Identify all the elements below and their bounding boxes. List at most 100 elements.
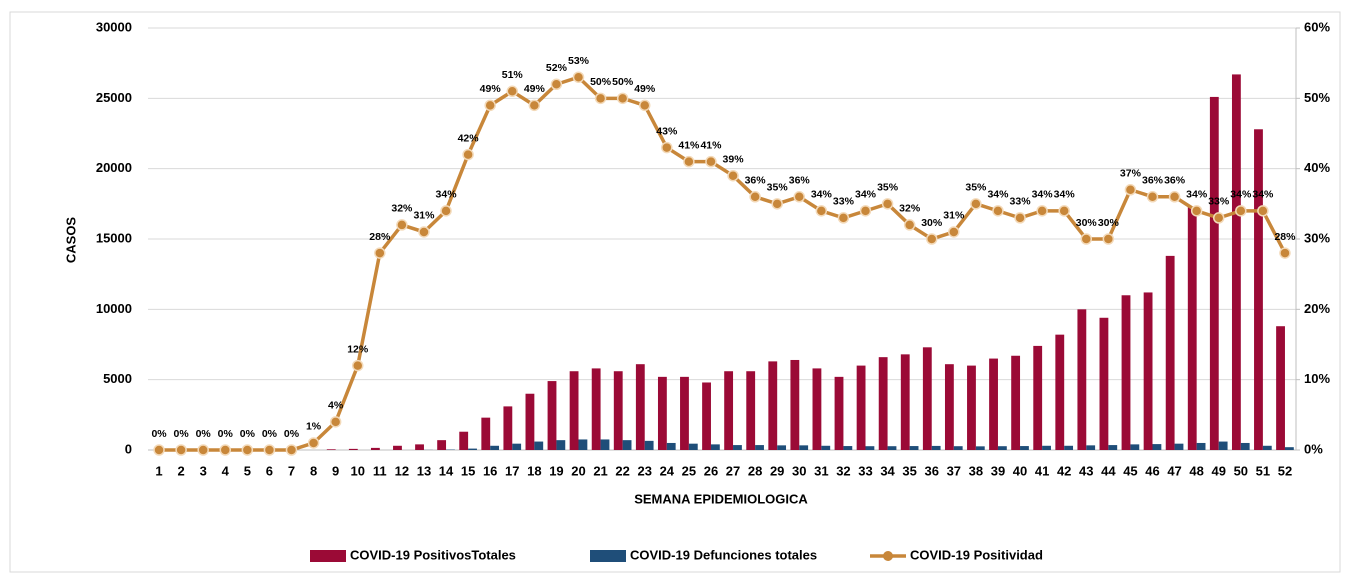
data-label: 41% — [700, 139, 722, 151]
x-tick-label: 22 — [615, 463, 629, 478]
marker — [1124, 184, 1137, 196]
bar — [547, 381, 557, 450]
x-tick-label: 37 — [947, 463, 961, 478]
bar — [1276, 326, 1285, 450]
data-label: 34% — [1032, 189, 1054, 201]
x-tick-label: 23 — [637, 463, 651, 478]
bar — [777, 445, 787, 450]
data-label: 35% — [877, 182, 899, 194]
bar — [613, 371, 623, 450]
bar — [989, 358, 998, 450]
bar — [1196, 442, 1206, 450]
x-tick-label: 16 — [483, 463, 497, 478]
x-tick-label: 28 — [748, 463, 762, 478]
bar — [1143, 292, 1153, 450]
data-label: 1% — [306, 421, 322, 433]
y2-tick-label: 40% — [1304, 160, 1330, 175]
bar — [1174, 443, 1184, 450]
x-tick-label: 43 — [1079, 463, 1093, 478]
y-tick-label: 10000 — [96, 301, 132, 316]
marker — [1279, 247, 1291, 259]
marker — [528, 99, 541, 112]
data-label: 36% — [1164, 175, 1186, 187]
data-label: 0% — [284, 428, 300, 440]
bar — [556, 440, 566, 450]
marker — [837, 212, 850, 224]
bar — [799, 445, 809, 450]
bar — [600, 439, 610, 450]
marker — [374, 247, 386, 259]
marker — [903, 219, 916, 231]
marker — [881, 198, 894, 210]
x-tick-label: 12 — [395, 463, 409, 478]
x-tick-label: 24 — [660, 463, 675, 478]
marker — [1257, 205, 1269, 217]
bar — [578, 439, 588, 450]
data-label: 34% — [436, 189, 458, 201]
bar — [326, 449, 336, 450]
data-label: 33% — [833, 196, 855, 208]
x-tick-label: 48 — [1189, 463, 1203, 478]
marker — [992, 205, 1004, 217]
data-label: 30% — [1076, 217, 1098, 229]
x-tick-label: 38 — [969, 463, 983, 478]
x-tick-label: 25 — [682, 463, 696, 478]
bar — [657, 376, 667, 450]
data-label: 28% — [369, 231, 391, 243]
x-tick-label: 10 — [350, 463, 364, 478]
bar — [1218, 441, 1228, 450]
x-tick-label: 13 — [417, 463, 431, 478]
data-label: 0% — [218, 428, 234, 440]
data-label: 34% — [811, 189, 833, 201]
x-tick-label: 27 — [726, 463, 740, 478]
data-label: 36% — [789, 175, 811, 187]
y2-tick-label: 30% — [1304, 230, 1330, 245]
marker — [948, 226, 960, 238]
bar — [534, 441, 544, 450]
bar — [1240, 442, 1250, 450]
data-label: 36% — [745, 175, 767, 187]
bar — [459, 431, 469, 450]
y2-tick-label: 50% — [1304, 90, 1330, 105]
legend-swatch — [883, 551, 893, 561]
bar — [370, 447, 380, 450]
marker — [616, 92, 629, 105]
y-tick-label: 5000 — [103, 371, 132, 386]
bar — [437, 440, 447, 450]
x-tick-label: 11 — [373, 463, 387, 478]
marker — [638, 99, 651, 112]
x-tick-label: 17 — [505, 463, 519, 478]
bar — [878, 357, 888, 450]
marker — [329, 416, 342, 428]
x-tick-label: 35 — [902, 463, 916, 478]
bar — [953, 446, 963, 450]
y2-tick-label: 0% — [1304, 441, 1323, 456]
marker — [418, 226, 430, 238]
bar — [1152, 444, 1162, 450]
bar — [843, 446, 853, 450]
bar — [591, 368, 601, 450]
x-tick-label: 40 — [1013, 463, 1027, 478]
data-label: 39% — [723, 153, 745, 165]
bar — [1020, 446, 1029, 450]
x-tick-label: 36 — [924, 463, 938, 478]
legend-swatch — [310, 550, 346, 562]
bar — [1033, 345, 1043, 450]
x-tick-label: 32 — [836, 463, 850, 478]
data-label: 53% — [568, 55, 590, 67]
y2-tick-label: 20% — [1304, 301, 1330, 316]
bar — [622, 440, 632, 450]
bar — [702, 382, 711, 450]
bar — [644, 440, 654, 450]
data-label: 33% — [1208, 196, 1230, 208]
x-tick-label: 45 — [1123, 463, 1137, 478]
bar — [909, 446, 919, 450]
y2-tick-label: 10% — [1304, 371, 1330, 386]
marker — [219, 444, 232, 456]
bar — [688, 443, 698, 450]
data-label: 34% — [855, 189, 877, 201]
bar — [1055, 334, 1065, 450]
bar — [569, 371, 579, 450]
